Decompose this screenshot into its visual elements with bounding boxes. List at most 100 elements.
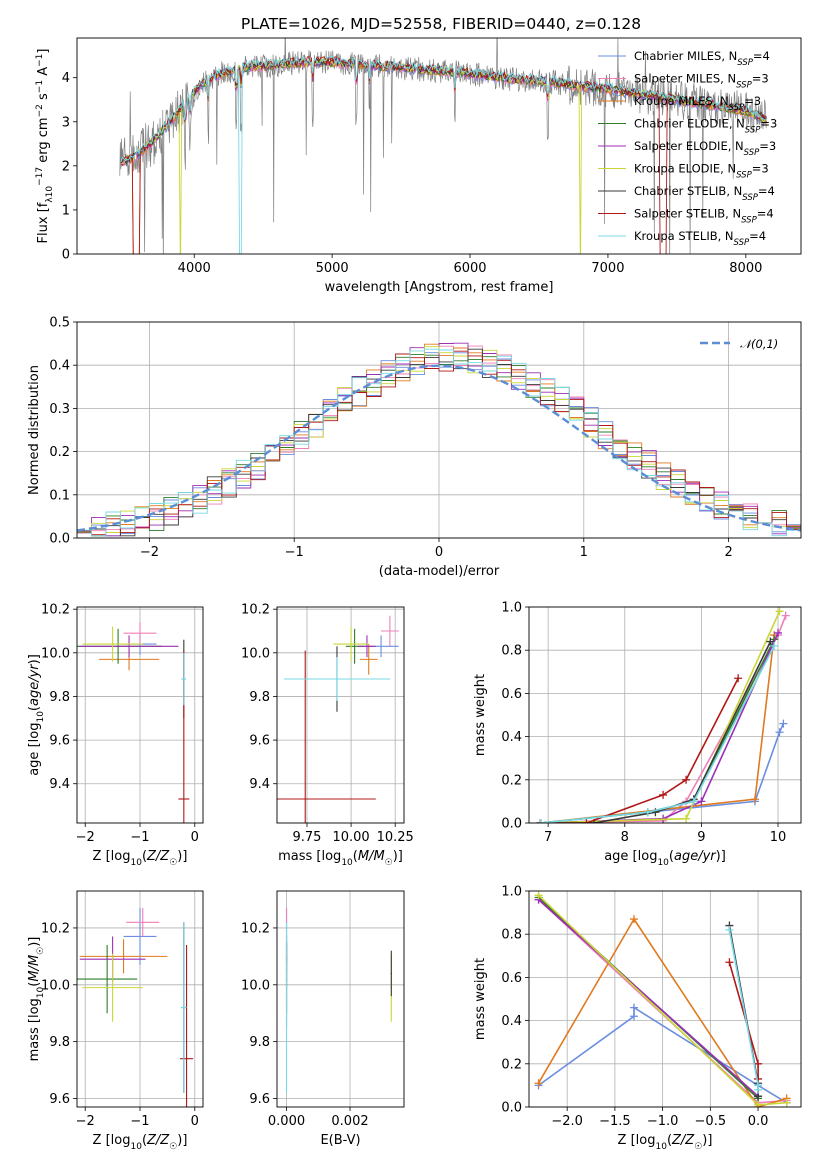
z_weight-plot-area — [534, 891, 791, 1107]
x-tick-label: −1 — [130, 1114, 149, 1129]
x-tick-label: 9 — [697, 830, 705, 845]
errorbar-salpeter-stelib — [179, 945, 194, 1107]
x-tick-label: 0.000 — [268, 1114, 305, 1129]
x-tick-label: 0 — [191, 1114, 199, 1129]
series-line-chabrier-elodie — [540, 639, 775, 823]
ebv_mass-plot-area — [285, 908, 392, 1093]
legend-label-chabrier-stelib: Chabrier STELIB, NSSP=4 — [634, 184, 775, 203]
y-tick-label: 10.0 — [41, 646, 70, 661]
y-tick-label: 3 — [62, 115, 70, 130]
x-tick-label: 10.25 — [377, 830, 414, 845]
y-tick-label: 0.2 — [501, 1057, 522, 1072]
marker-salpeter-stelib — [725, 958, 734, 967]
y-tick-label: 9.8 — [49, 1035, 70, 1050]
errorbar-salpeter-stelib — [277, 650, 376, 823]
figure-title: PLATE=1026, MJD=52558, FIBERID=0440, z=0… — [241, 15, 641, 33]
series-line-kroupa-stelib — [540, 645, 775, 823]
y-tick-label: 1 — [62, 203, 70, 218]
y-tick-label: 0.6 — [501, 971, 522, 986]
marker-kroupa-miles — [534, 1079, 543, 1088]
y-tick-label: 9.8 — [249, 1035, 270, 1050]
y-tick-label: 9.6 — [49, 734, 70, 749]
y-tick-label: 10.0 — [41, 978, 70, 993]
x-tick-label: 6000 — [453, 261, 486, 276]
y-tick-label: 9.6 — [249, 1092, 270, 1107]
errorbar-kroupa-miles — [79, 939, 168, 974]
age_weight-plot-area — [536, 607, 790, 823]
y-tick-label: 0.0 — [501, 1101, 522, 1116]
marker-salpeter-elodie — [774, 628, 783, 637]
z_age-plot-area — [77, 622, 190, 823]
marker-salpeter-miles — [781, 611, 790, 620]
marker-kroupa-stelib — [643, 808, 652, 817]
marker-kroupa-elodie — [534, 891, 543, 900]
marker-chabrier-miles — [629, 1003, 638, 1012]
y-axis-label: Normed distribution — [27, 365, 42, 495]
ebv_mass-panel: 0.000 0.002 9.6 9.8 10.0 10.2 E(B-V) — [241, 890, 405, 1148]
marker-kroupa-elodie — [775, 607, 784, 616]
spectrum-panel: 4000 5000 6000 7000 8000 0 1 2 3 4 wavelength [Ang… — [35, 37, 802, 295]
x-tick-label: −2 — [140, 545, 159, 560]
y-tick-label: 0.6 — [501, 687, 522, 702]
y-tick-label: 10.0 — [241, 978, 270, 993]
x-axis-label: Z [log10(Z/Z☉)] — [93, 849, 188, 868]
errorbar-salpeter-elodie — [79, 635, 179, 658]
series-line-salpeter-elodie — [537, 899, 759, 1097]
marker-kroupa-stelib — [770, 641, 779, 650]
x-tick-label: 9.75 — [293, 830, 322, 845]
y-tick-label: 0.5 — [49, 316, 70, 331]
axes-frame — [276, 606, 405, 824]
x-tick-label: 5000 — [316, 261, 349, 276]
marker-chabrier-miles — [629, 1012, 638, 1021]
marker-kroupa-miles — [629, 915, 638, 924]
x-tick-label: 0.0 — [748, 1114, 769, 1129]
marker-kroupa-stelib — [689, 797, 698, 806]
y-tick-label: 0 — [62, 248, 70, 263]
histogram-salpeter-stelib — [77, 350, 801, 536]
mass_age-panel: 9.75 10.00 10.25 9.4 9.6 9.8 10.0 10.2 mass [log… — [241, 603, 414, 868]
marker-kroupa-miles — [751, 795, 760, 804]
y-tick-label: 0.1 — [49, 488, 70, 503]
y-tick-label: 9.6 — [249, 734, 270, 749]
age_weight-panel: 7 8 9 10 0.0 0.2 0.4 0.6 0.8 1.0 age [log10(age/yr… — [473, 601, 802, 868]
x-tick-label: 0.002 — [331, 1114, 368, 1129]
x-tick-label: −2 — [76, 830, 95, 845]
model-spectrum-kroupa-stelib — [120, 55, 767, 254]
errorbar-salpeter-miles — [381, 615, 399, 647]
legend-label-salpeter-elodie: Salpeter ELODIE, NSSP=3 — [634, 139, 776, 158]
z_mass-plot-area — [77, 908, 194, 1107]
y-tick-label: 0.4 — [501, 730, 522, 745]
y-tick-label: 0.2 — [49, 445, 70, 460]
marker-chabrier-miles — [779, 719, 788, 728]
marker-chabrier-miles — [775, 728, 784, 737]
y-tick-label: 10.2 — [241, 603, 270, 618]
errorbar-kroupa-miles — [359, 644, 378, 675]
marker-chabrier-stelib — [766, 637, 775, 646]
errorbar-salpeter-elodie — [358, 635, 376, 658]
axes-frame — [76, 606, 204, 824]
errorbar-kroupa-stelib — [284, 657, 390, 701]
residuals-plot-area — [77, 342, 801, 537]
histogram-salpeter-elodie — [77, 342, 801, 537]
axes-frame — [76, 890, 204, 1108]
series-line-kroupa-stelib — [728, 929, 759, 1090]
legend-label-kroupa-elodie: Kroupa ELODIE, NSSP=3 — [634, 162, 769, 181]
x-tick-label: 4000 — [178, 261, 211, 276]
x-tick-label: 1 — [580, 545, 588, 560]
z_mass-panel: −2 −1 0 9.6 9.8 10.0 10.2 Z [log10(Z/Z☉)] mass [… — [27, 890, 204, 1152]
legend-label-kroupa-stelib: Kroupa STELIB, NSSP=4 — [634, 229, 766, 248]
x-tick-label: −1.5 — [599, 1114, 631, 1129]
axes-frame — [276, 890, 405, 1108]
y-tick-label: 4 — [62, 71, 70, 86]
axes-frame — [76, 321, 802, 539]
x-axis-label: wavelength [Angstrom, rest frame] — [325, 280, 554, 295]
errorbar-kroupa-elodie — [82, 626, 143, 662]
y-tick-label: 10.2 — [241, 921, 270, 936]
legend-label-chabrier-elodie: Chabrier ELODIE, NSSP=3 — [634, 117, 777, 136]
errorbar-salpeter-miles — [126, 908, 160, 937]
legend-label-salpeter-stelib: Salpeter STELIB, NSSP=4 — [634, 207, 774, 226]
y-tick-label: 1.0 — [501, 601, 522, 616]
marker-salpeter-stelib — [659, 790, 668, 799]
x-axis-label: mass [log10(M/M☉)] — [278, 849, 403, 868]
